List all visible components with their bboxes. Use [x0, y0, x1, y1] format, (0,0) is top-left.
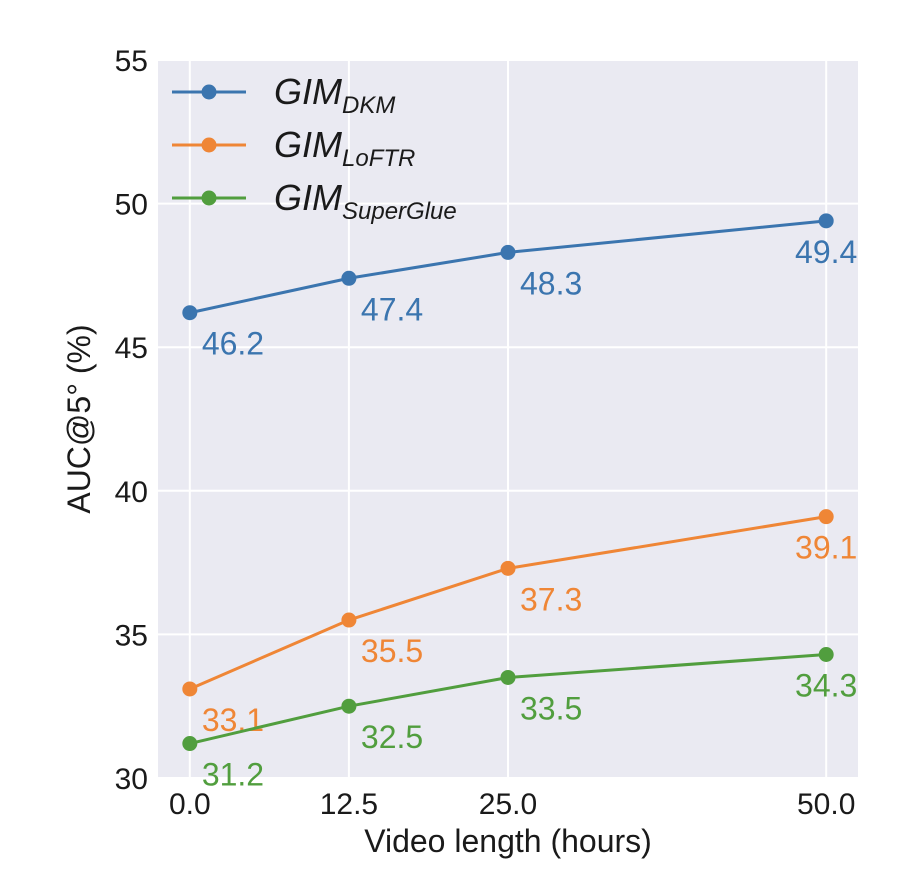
y-axis-ticks: 30 35 40 45 50 55	[115, 45, 148, 796]
x-tick-label: 12.5	[320, 788, 378, 821]
y-tick-label: 30	[115, 763, 148, 796]
data-point	[182, 681, 198, 697]
y-tick-label: 55	[115, 45, 148, 78]
data-point	[341, 612, 357, 628]
series-layer: 46.247.448.349.433.135.537.339.131.232.5…	[182, 213, 857, 793]
data-label: 46.2	[202, 326, 264, 362]
data-point	[182, 736, 198, 752]
series-superglue: 31.2 32.5 33.5 34.3	[182, 647, 857, 793]
y-tick-label: 50	[115, 189, 148, 222]
data-point	[818, 647, 834, 663]
legend-label: GIMLoFTR	[274, 124, 415, 172]
legend-item: GIMDKM	[172, 71, 395, 119]
legend: GIMDKM GIMLoFTR GIMSuperGlue	[172, 71, 457, 225]
series-line	[189, 219, 827, 315]
legend-item: GIMSuperGlue	[172, 177, 457, 225]
series-loftr: 33.135.537.339.1	[182, 509, 857, 738]
data-label: 48.3	[520, 265, 582, 301]
data-label: 39.1	[795, 530, 857, 566]
data-label: 33.5	[520, 690, 582, 726]
legend-marker	[201, 137, 217, 153]
data-label: 31.2	[202, 757, 264, 793]
data-label: 37.3	[520, 581, 582, 617]
x-axis-ticks: 0.0 12.5 25.0 50.0	[169, 788, 855, 821]
series-dkm: 46.2 47.4 48.3 49.4	[182, 213, 857, 362]
legend-label: GIMDKM	[274, 71, 395, 119]
y-tick-label: 35	[115, 619, 148, 652]
data-label: 35.5	[361, 633, 423, 669]
series-line	[189, 653, 827, 745]
data-label: 32.5	[361, 719, 423, 755]
data-point	[818, 213, 834, 229]
x-axis-label: Video length (hours)	[364, 823, 652, 859]
data-label: 49.4	[795, 234, 857, 270]
data-point	[341, 270, 357, 286]
y-tick-label: 45	[115, 332, 148, 365]
y-axis-label: AUC@5° (%)	[61, 324, 97, 513]
legend-marker	[201, 190, 217, 206]
series-line	[189, 515, 827, 691]
x-tick-label: 0.0	[169, 788, 211, 821]
data-label: 47.4	[361, 291, 423, 327]
legend-item: GIMLoFTR	[172, 124, 415, 172]
data-point	[500, 669, 516, 685]
data-label: 34.3	[795, 668, 857, 704]
y-tick-label: 40	[115, 476, 148, 509]
data-point	[341, 698, 357, 714]
x-tick-label: 50.0	[797, 788, 855, 821]
data-point	[818, 509, 834, 525]
legend-marker	[201, 84, 217, 100]
data-point	[500, 560, 516, 576]
legend-label: GIMSuperGlue	[274, 177, 457, 225]
data-point	[500, 244, 516, 260]
data-point	[182, 305, 198, 321]
x-tick-label: 25.0	[479, 788, 537, 821]
